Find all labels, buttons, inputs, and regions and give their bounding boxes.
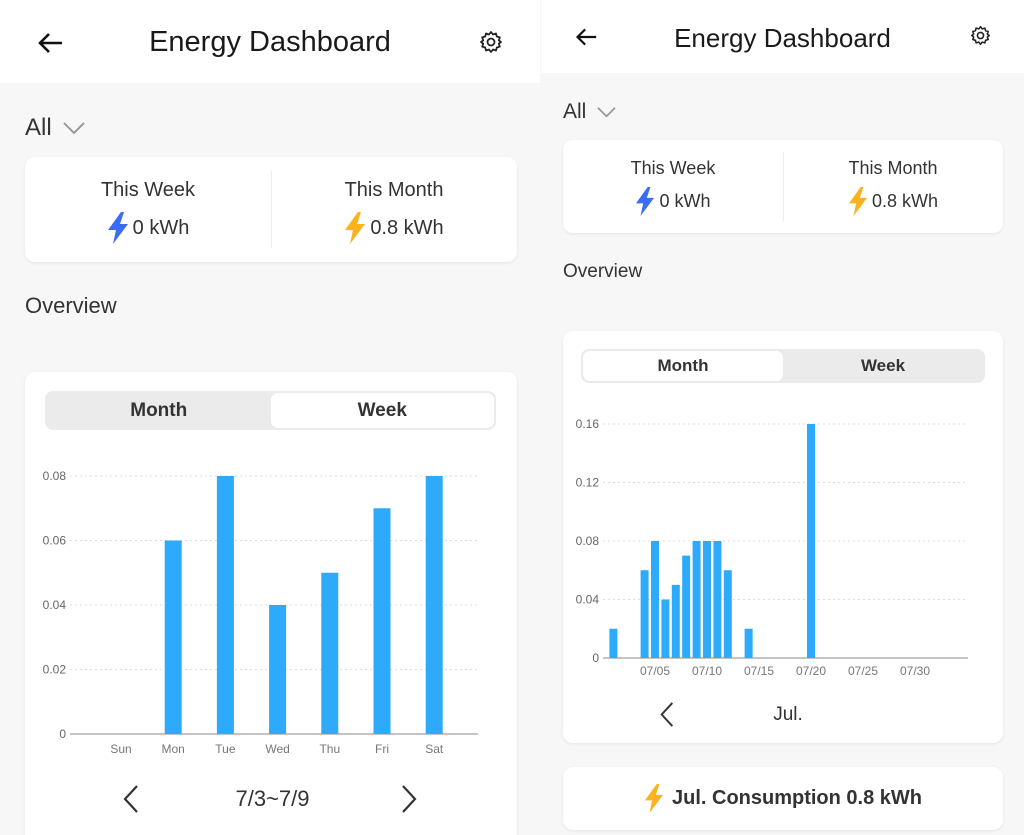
tab-week[interactable]: Week	[860, 356, 906, 375]
bar	[651, 541, 659, 658]
week-label: This Week	[100, 179, 196, 201]
month-label: Jul.	[773, 704, 803, 725]
date-range: 7/3~7/9	[235, 786, 310, 811]
tab-month[interactable]: Month	[130, 399, 188, 421]
y-tick-label: 0.08	[43, 469, 67, 483]
bar	[671, 584, 680, 658]
weekly-bar-chart: 0 0.02 0.04 0.06 0.08 Sun Mon Tue Wed Thu Fri Sat	[43, 469, 478, 756]
y-tick-label: 0.06	[43, 534, 67, 548]
bar	[692, 541, 701, 658]
filter-value: All	[563, 100, 587, 123]
x-tick-label: 07/15	[744, 664, 774, 678]
bolt-icon	[848, 187, 868, 216]
bar	[703, 541, 711, 658]
bar	[744, 628, 753, 658]
bar	[216, 476, 234, 734]
next-week-button[interactable]	[400, 784, 418, 814]
x-tick-label: Mon	[162, 742, 185, 756]
back-arrow-icon[interactable]	[36, 30, 64, 56]
month-label: This Month	[848, 158, 938, 178]
x-tick-label: 07/25	[848, 664, 878, 678]
x-tick-label: 07/10	[692, 664, 722, 678]
tab-week[interactable]: Week	[270, 393, 494, 428]
bar	[164, 540, 182, 734]
chevron-down-icon	[62, 122, 85, 135]
bar	[269, 605, 287, 734]
x-tick-label: 07/30	[900, 664, 930, 678]
x-tick-label: Sun	[110, 742, 131, 756]
x-tick-label: 07/05	[640, 664, 670, 678]
y-tick-label: 0.12	[576, 476, 600, 490]
gear-icon[interactable]	[479, 30, 503, 54]
bar	[425, 476, 443, 734]
device-filter-dropdown[interactable]: All	[25, 114, 86, 142]
left-screen: Energy Dashboard All This Week 0 kWh Thi…	[0, 0, 540, 814]
month-label: This Month	[344, 179, 444, 201]
consumption-card: Jul. Consumption 0.8 kWh	[563, 767, 1003, 830]
bar	[321, 572, 339, 734]
y-tick-label: 0.04	[43, 598, 67, 612]
bar	[609, 628, 618, 658]
bolt-icon	[345, 212, 366, 244]
bolt-icon	[107, 212, 128, 244]
bar	[723, 570, 732, 658]
bar	[807, 424, 815, 658]
summary-card: This Week 0 kWh This Month 0.8 kWh	[25, 157, 517, 262]
x-tick-label: Wed	[265, 742, 289, 756]
monthly-bar-chart: 0 0.04 0.08 0.12 0.16 07/05 07/10 07/15 07/20 07/…	[576, 417, 968, 678]
page-title: Energy Dashboard	[149, 26, 391, 58]
tab-month[interactable]: Month	[583, 351, 783, 381]
prev-month-button[interactable]	[659, 701, 675, 728]
x-tick-label: Thu	[319, 742, 340, 756]
week-value: 0 kWh	[132, 216, 190, 239]
month-value: 0.8 kWh	[370, 216, 444, 239]
overview-heading: Overview	[25, 293, 117, 318]
x-tick-label: Tue	[215, 742, 236, 756]
y-tick-label: 0.04	[576, 593, 600, 607]
page-title: Energy Dashboard	[674, 23, 891, 53]
bar	[661, 599, 670, 658]
week-label: This Week	[630, 158, 716, 178]
period-toggle: Month Week	[45, 391, 496, 430]
y-tick-label: 0.08	[576, 534, 600, 548]
summary-card: This Week 0 kWh This Month 0.8 kWh	[563, 140, 1003, 233]
filter-value: All	[25, 114, 52, 141]
chart-card: Month Week Jul.	[563, 331, 1003, 743]
back-arrow-icon[interactable]	[574, 26, 598, 48]
app-header: Energy Dashboard	[541, 0, 1024, 73]
bar	[373, 508, 391, 734]
y-tick-label: 0.02	[43, 663, 67, 677]
month-value: 0.8 kWh	[871, 191, 939, 211]
bar	[640, 570, 649, 658]
week-value: 0 kWh	[659, 191, 711, 211]
x-tick-label: Sat	[425, 742, 444, 756]
bolt-icon	[636, 187, 655, 216]
app-header: Energy Dashboard	[0, 0, 540, 83]
x-tick-label: 07/20	[796, 664, 826, 678]
right-screen: Energy Dashboard All This Week 0 kWh Thi…	[541, 0, 1024, 835]
chevron-down-icon	[597, 107, 617, 118]
device-filter-dropdown[interactable]: All	[563, 100, 617, 124]
bar	[713, 541, 722, 658]
overview-heading: Overview	[563, 261, 643, 282]
x-tick-label: Fri	[375, 742, 389, 756]
bolt-icon	[644, 784, 664, 813]
gear-icon[interactable]	[970, 25, 991, 46]
bar	[682, 555, 691, 658]
y-tick-label: 0	[592, 651, 599, 665]
consumption-total: Jul. Consumption 0.8 kWh	[671, 787, 922, 809]
y-tick-label: 0	[59, 727, 66, 741]
period-toggle: Month Week	[581, 349, 985, 383]
prev-week-button[interactable]	[122, 784, 140, 814]
y-tick-label: 0.16	[576, 417, 600, 431]
